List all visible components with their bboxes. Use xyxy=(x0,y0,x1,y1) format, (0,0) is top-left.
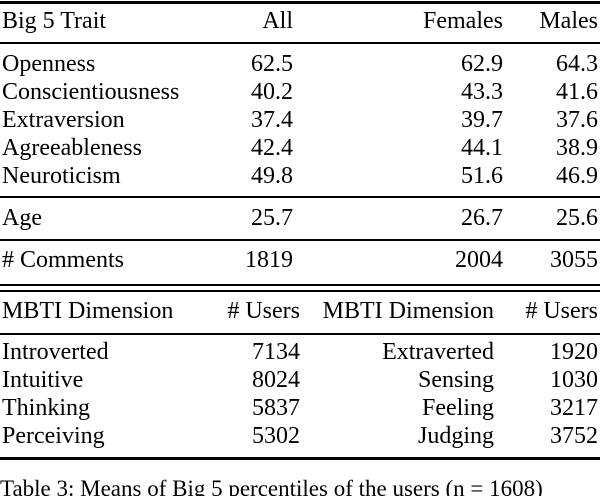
big5-trait-header: Big 5 Trait xyxy=(2,8,107,34)
females-value-cell: 2004 xyxy=(455,247,503,273)
females-value-cell: 39.7 xyxy=(461,107,503,133)
age-comments-rule xyxy=(0,239,600,241)
mbti-row-intuitive-sensing: Intuitive 8024 Sensing 1030 xyxy=(0,366,600,394)
mbti-row-perceiving-judging: Perceiving 5302 Judging 3752 xyxy=(0,422,600,450)
mbti-users-cell: 7134 xyxy=(252,339,300,365)
table-caption: Table 3: Means of Big 5 percentiles of t… xyxy=(0,476,543,496)
big5-header-rule xyxy=(0,42,600,44)
big5-row-conscientiousness: Conscientiousness 40.2 43.3 41.6 xyxy=(0,78,600,106)
males-value-cell: 46.9 xyxy=(556,163,598,189)
mbti-dim-cell: Intuitive xyxy=(2,367,84,393)
all-value-cell: 62.5 xyxy=(251,51,293,77)
mbti-dim-cell: Perceiving xyxy=(2,423,105,449)
big5-row-openness: Openness 62.5 62.9 64.3 xyxy=(0,50,600,78)
section-double-rule-upper xyxy=(0,284,600,286)
bottom-rule xyxy=(0,457,600,460)
males-value-cell: 3055 xyxy=(550,247,598,273)
big5-males-header: Males xyxy=(539,8,598,34)
comments-row: # Comments 1819 2004 3055 xyxy=(0,246,600,274)
mbti-dim-cell: Extraverted xyxy=(382,339,494,365)
males-value-cell: 64.3 xyxy=(556,51,598,77)
females-value-cell: 51.6 xyxy=(461,163,503,189)
mbti-users-cell: 1920 xyxy=(550,339,598,365)
age-label-cell: Age xyxy=(2,205,42,231)
comments-label-cell: # Comments xyxy=(2,247,125,273)
trait-name-cell: Neuroticism xyxy=(2,163,121,189)
mbti-users-cell: 8024 xyxy=(252,367,300,393)
all-value-cell: 25.7 xyxy=(251,205,293,231)
big5-females-header: Females xyxy=(423,8,503,34)
mbti-users-cell: 1030 xyxy=(550,367,598,393)
all-value-cell: 1819 xyxy=(245,247,293,273)
big5-row-neuroticism: Neuroticism 49.8 51.6 46.9 xyxy=(0,162,600,190)
mbti-dim-cell: Thinking xyxy=(2,395,90,421)
females-value-cell: 62.9 xyxy=(461,51,503,77)
all-value-cell: 37.4 xyxy=(251,107,293,133)
trait-name-cell: Openness xyxy=(2,51,96,77)
big5-row-extraversion: Extraversion 37.4 39.7 37.6 xyxy=(0,106,600,134)
males-value-cell: 37.6 xyxy=(556,107,598,133)
big5-row-agreeableness: Agreeableness 42.4 44.1 38.9 xyxy=(0,134,600,162)
trait-name-cell: Extraversion xyxy=(2,107,125,133)
trait-name-cell: Agreeableness xyxy=(2,135,142,161)
mbti-dim-cell: Sensing xyxy=(417,367,494,393)
big5-header-row: Big 5 Trait All Females Males xyxy=(0,7,600,35)
age-row: Age 25.7 26.7 25.6 xyxy=(0,204,600,232)
mbti-row-thinking-feeling: Thinking 5837 Feeling 3217 xyxy=(0,394,600,422)
all-value-cell: 40.2 xyxy=(251,79,293,105)
mbti-dimension-header-left: MBTI Dimension xyxy=(2,298,174,324)
mbti-dim-cell: Introverted xyxy=(2,339,109,365)
mbti-users-cell: 3217 xyxy=(550,395,598,421)
mbti-header-row: MBTI Dimension # Users MBTI Dimension # … xyxy=(0,297,600,325)
big5-age-rule xyxy=(0,196,600,198)
mbti-users-cell: 3752 xyxy=(550,423,598,449)
all-value-cell: 42.4 xyxy=(251,135,293,161)
all-value-cell: 49.8 xyxy=(251,163,293,189)
big5-all-header: All xyxy=(262,8,293,34)
females-value-cell: 26.7 xyxy=(461,205,503,231)
trait-name-cell: Conscientiousness xyxy=(2,79,180,105)
mbti-header-rule xyxy=(0,333,600,335)
section-double-rule-lower xyxy=(0,290,600,292)
females-value-cell: 44.1 xyxy=(461,135,503,161)
mbti-users-cell: 5837 xyxy=(252,395,300,421)
mbti-users-header-left: # Users xyxy=(227,298,300,324)
mbti-users-header-right: # Users xyxy=(525,298,598,324)
mbti-dim-cell: Feeling xyxy=(422,395,494,421)
males-value-cell: 38.9 xyxy=(556,135,598,161)
males-value-cell: 41.6 xyxy=(556,79,598,105)
mbti-users-cell: 5302 xyxy=(252,423,300,449)
mbti-dim-cell: Judging xyxy=(417,423,494,449)
mbti-dimension-header-right: MBTI Dimension xyxy=(322,298,494,324)
mbti-row-introverted-extraverted: Introverted 7134 Extraverted 1920 xyxy=(0,338,600,366)
females-value-cell: 43.3 xyxy=(461,79,503,105)
males-value-cell: 25.6 xyxy=(556,205,598,231)
top-rule xyxy=(0,1,600,4)
